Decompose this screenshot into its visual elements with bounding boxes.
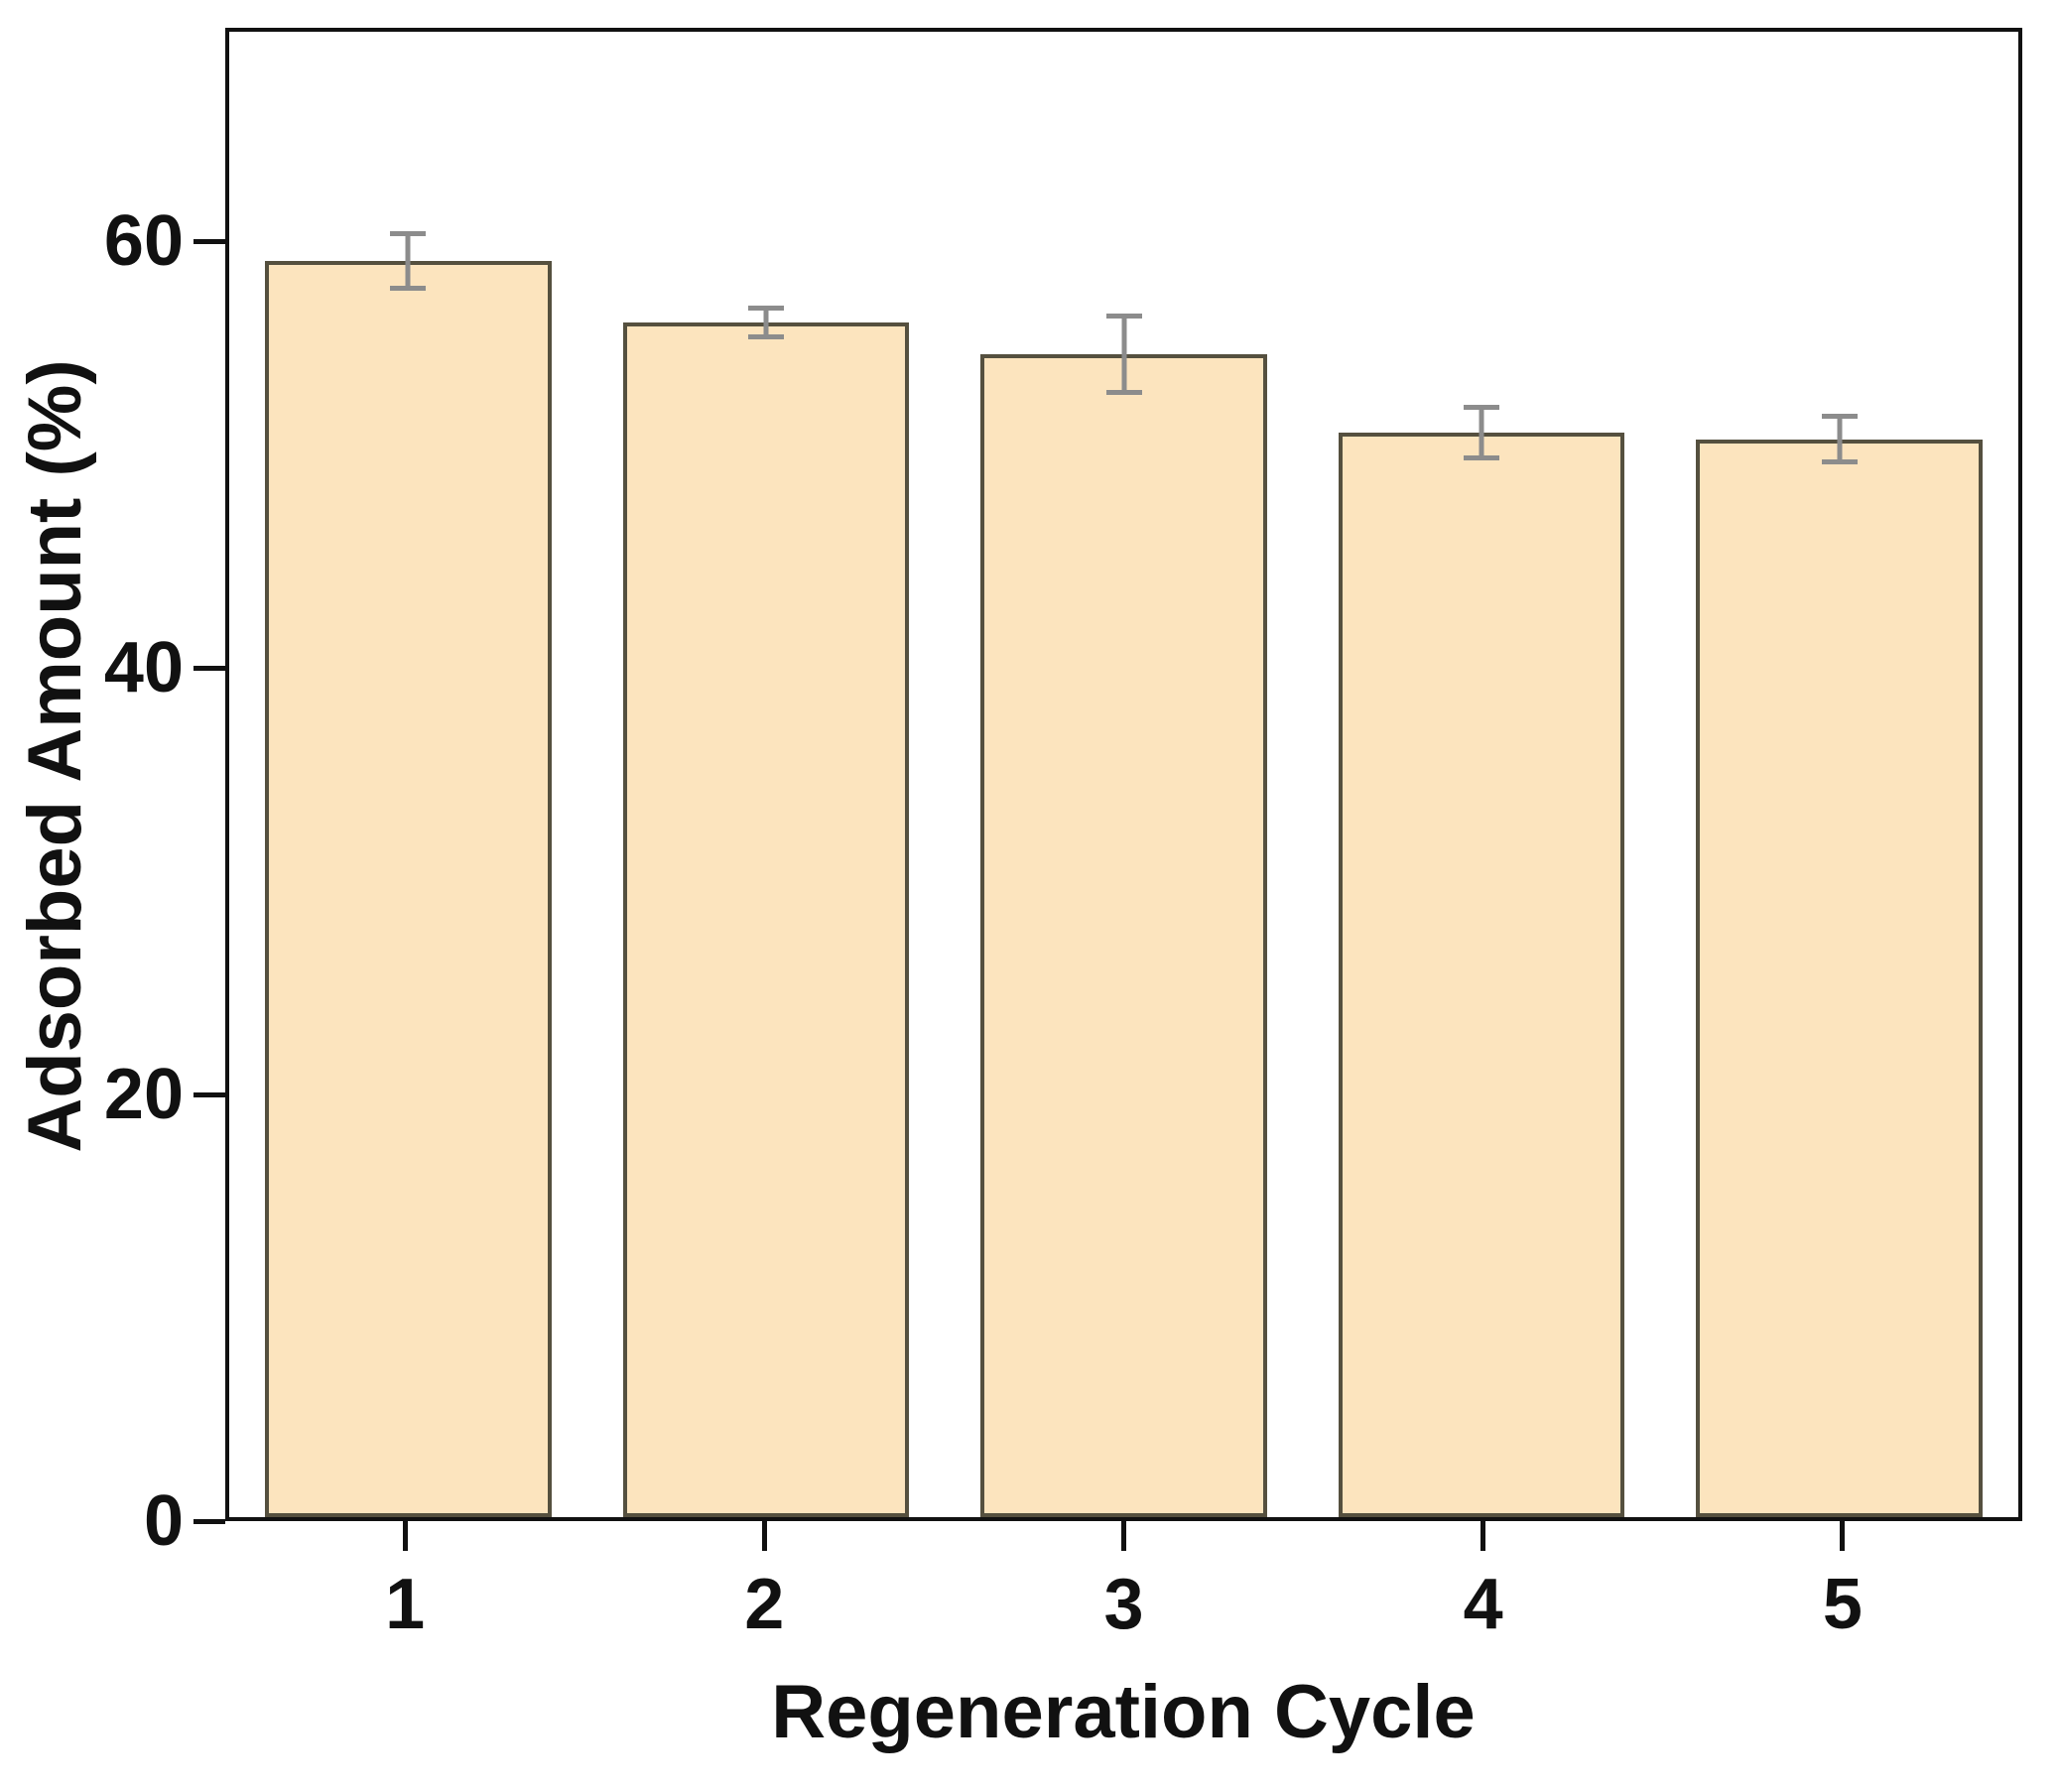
bar: [1696, 439, 1983, 1517]
error-bar-line: [405, 231, 411, 291]
x-tick-label: 3: [1103, 1565, 1144, 1644]
error-bar: [1105, 314, 1142, 395]
error-bar-cap: [390, 231, 427, 237]
x-axis-tick: [1840, 1521, 1846, 1551]
x-tick-label: 1: [385, 1565, 426, 1644]
bar: [1338, 433, 1625, 1517]
error-bar: [747, 305, 784, 340]
error-bar: [1464, 405, 1500, 460]
error-bar-cap: [1105, 314, 1142, 320]
error-bar-cap: [390, 285, 427, 291]
y-axis-tick: [193, 665, 225, 671]
x-axis-title: Regeneration Cycle: [771, 1670, 1476, 1754]
error-bar-line: [1837, 413, 1843, 465]
bar: [265, 260, 552, 1517]
x-tick-label: 2: [744, 1565, 785, 1644]
error-bar-line: [1479, 405, 1484, 460]
x-axis-tick: [402, 1521, 408, 1551]
error-bar: [1821, 413, 1858, 465]
y-axis-tick: [193, 1091, 225, 1097]
error-bar: [390, 231, 427, 291]
error-bar-cap: [1821, 413, 1858, 419]
error-bar-cap: [1464, 455, 1500, 460]
x-axis-tick: [761, 1521, 767, 1551]
y-tick-label: 40: [103, 628, 184, 707]
y-axis-title: Adsorbed Amount (%): [13, 359, 97, 1153]
y-tick-label: 0: [143, 1481, 184, 1561]
y-tick-label: 20: [103, 1055, 184, 1134]
x-axis-tick: [1121, 1521, 1126, 1551]
error-bar-line: [763, 305, 769, 340]
error-bar-cap: [747, 305, 784, 311]
x-tick-label: 5: [1822, 1565, 1863, 1644]
y-axis-tick: [193, 1518, 225, 1524]
plot-area: [225, 28, 2022, 1521]
error-bar-cap: [1464, 405, 1500, 411]
y-tick-label: 60: [103, 201, 184, 281]
error-bar-cap: [747, 334, 784, 340]
bar: [980, 354, 1267, 1517]
error-bar-cap: [1105, 389, 1142, 395]
y-axis-tick: [193, 238, 225, 244]
error-bar-cap: [1821, 459, 1858, 465]
x-axis-tick: [1480, 1521, 1486, 1551]
bar: [622, 321, 910, 1517]
x-tick-label: 4: [1463, 1565, 1503, 1644]
error-bar-line: [1121, 314, 1126, 395]
